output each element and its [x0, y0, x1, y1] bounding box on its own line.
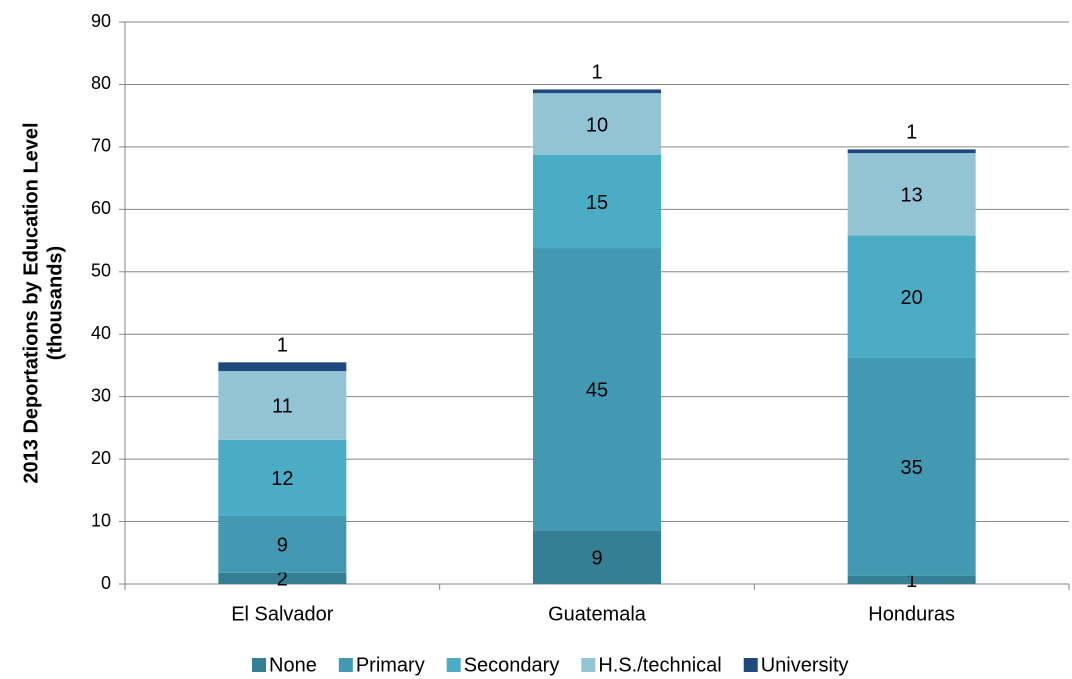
data-label: 15 [586, 192, 608, 214]
bar-segment [847, 149, 976, 154]
y-axis-label: (thousands) [44, 246, 66, 360]
y-tick-label: 0 [101, 573, 111, 593]
data-label: 9 [277, 535, 288, 557]
data-label: 12 [271, 468, 293, 490]
bar-segment [533, 89, 661, 94]
bar-segment [218, 371, 347, 440]
x-tick-label: Honduras [868, 603, 955, 625]
legend-swatch [581, 658, 596, 672]
data-label: 35 [901, 457, 923, 479]
legend-label: H.S./technical [598, 654, 721, 676]
bar-segment [533, 93, 661, 156]
y-axis-label: 2013 Deportations by Education Level [20, 122, 42, 483]
data-label: 1 [906, 570, 917, 592]
data-label: 9 [591, 547, 602, 569]
legend-swatch [446, 658, 461, 672]
y-tick-label: 10 [91, 510, 111, 530]
y-tick-label: 70 [91, 136, 111, 156]
y-tick-label: 40 [91, 323, 111, 343]
bar-segment [847, 153, 976, 236]
data-label: 10 [586, 114, 608, 136]
data-label: 13 [901, 185, 923, 207]
legend: None Primary Secondary H.S./technical Univer… [252, 654, 849, 676]
legend-label: Primary [356, 654, 425, 676]
legend-label: Secondary [464, 654, 560, 676]
data-label: 20 [901, 287, 923, 309]
bar-segment [847, 357, 976, 576]
legend-label: None [269, 654, 317, 676]
data-label: 1 [906, 122, 917, 144]
y-tick-label: 30 [91, 385, 111, 405]
data-label: 1 [277, 335, 288, 357]
x-tick-label: El Salvador [231, 603, 334, 625]
bar-segment [218, 439, 347, 516]
bar-segment [218, 362, 347, 372]
legend-swatch [338, 658, 353, 672]
bar-segment [847, 235, 976, 358]
bar-segment [533, 530, 661, 584]
bar-segment [218, 572, 347, 584]
y-tick-label: 50 [91, 261, 111, 281]
legend-swatch [252, 658, 266, 672]
bar-segment [533, 248, 661, 531]
x-tick-label: Guatemala [548, 603, 647, 625]
data-label: 11 [272, 396, 293, 418]
y-tick-label: 60 [91, 198, 111, 218]
y-tick-label: 80 [91, 73, 111, 93]
data-label: 1 [591, 62, 602, 84]
data-label: 45 [586, 379, 608, 401]
bar-segment [847, 575, 976, 584]
y-tick-label: 90 [91, 11, 111, 31]
y-tick-label: 20 [91, 448, 111, 468]
bar-segment [533, 155, 661, 249]
bar-segment [218, 515, 347, 573]
data-label: 2 [277, 569, 288, 591]
legend-label: University [761, 654, 849, 676]
legend-swatch [743, 658, 758, 672]
